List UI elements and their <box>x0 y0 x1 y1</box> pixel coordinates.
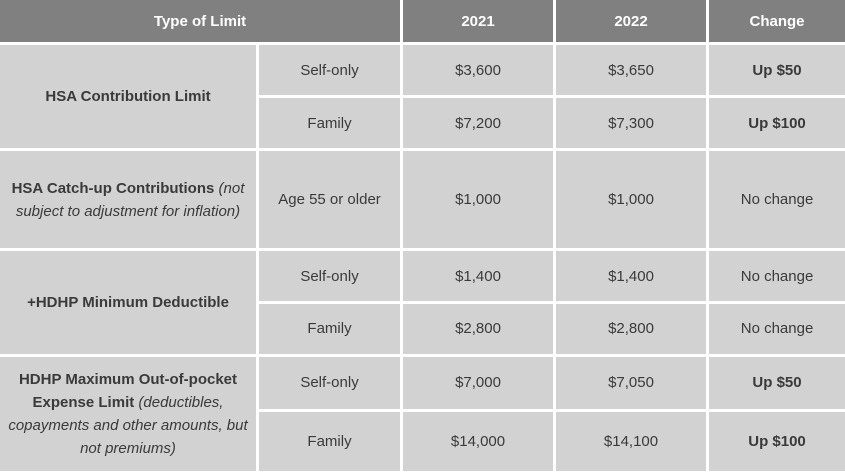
value-2021-cell: $2,800 <box>403 303 557 358</box>
change-cell: Up $50 <box>709 357 845 412</box>
limit-type-label: HSA Catch-up Contributions <box>11 179 215 197</box>
value-2022-cell: $3,650 <box>556 45 710 99</box>
limit-type-cell: HSA Contribution Limit <box>0 45 259 151</box>
value-2022-cell: $14,100 <box>556 411 710 474</box>
value-2022-cell: $7,050 <box>556 357 710 412</box>
change-cell: No change <box>709 251 845 304</box>
value-2022-cell: $2,800 <box>556 303 710 358</box>
limit-type-note: (deductibles, copayments and other amoun… <box>8 394 248 458</box>
coverage-cell: Self-only <box>259 251 404 304</box>
value-2021-cell: $1,000 <box>403 150 557 252</box>
value-2021-cell: $1,400 <box>403 251 557 304</box>
header-type-of-limit: Type of Limit <box>0 0 404 45</box>
limit-type-note: (not subject to adjustment for inflation… <box>15 179 245 220</box>
value-2021-cell: $14,000 <box>403 411 557 474</box>
value-2021-cell: $7,000 <box>403 357 557 412</box>
limit-type-cell: +HDHP Minimum Deductible <box>0 251 259 358</box>
limit-type-label: +HDHP Minimum Deductible <box>27 294 229 312</box>
table-row: Family $2,800 $2,800 No change <box>0 303 845 358</box>
coverage-cell: Family <box>259 303 404 358</box>
table-row: Family $14,000 $14,100 Up $100 <box>0 411 845 474</box>
table-row: HSA Contribution Limit Self-only $3,600 … <box>0 45 845 151</box>
change-cell: No change <box>709 150 845 252</box>
table-row: Family $7,200 $7,300 Up $100 <box>0 98 845 151</box>
limit-type-label: HDHP Maximum Out-of-pocket Expense Limit <box>18 371 238 412</box>
header-2022: 2022 <box>556 0 710 45</box>
change-cell: Up $50 <box>709 45 845 99</box>
value-2022-cell: $1,400 <box>556 251 710 304</box>
change-cell: No change <box>709 303 845 358</box>
table-row: HSA Catch-up Contributions (not subject … <box>0 150 845 252</box>
header-change: Change <box>709 0 845 45</box>
limit-type-cell: HSA Catch-up Contributions (not subject … <box>0 150 259 252</box>
coverage-cell: Self-only <box>259 357 404 412</box>
table-row: +HDHP Minimum Deductible Self-only $1,40… <box>0 251 845 358</box>
coverage-cell: Family <box>259 98 404 151</box>
header-2021: 2021 <box>403 0 557 45</box>
table-row: HDHP Maximum Out-of-pocket Expense Limit… <box>0 357 845 474</box>
coverage-cell: Family <box>259 411 404 474</box>
value-2021-cell: $7,200 <box>403 98 557 151</box>
change-cell: Up $100 <box>709 98 845 151</box>
value-2022-cell: $1,000 <box>556 150 710 252</box>
coverage-cell: Self-only <box>259 45 404 99</box>
coverage-cell: Age 55 or older <box>259 150 404 252</box>
change-cell: Up $100 <box>709 411 845 474</box>
limit-type-cell: HDHP Maximum Out-of-pocket Expense Limit… <box>0 357 259 474</box>
limit-type-label: HSA Contribution Limit <box>45 87 211 105</box>
header-row: Type of Limit 2021 2022 Change <box>0 0 845 45</box>
value-2022-cell: $7,300 <box>556 98 710 151</box>
value-2021-cell: $3,600 <box>403 45 557 99</box>
